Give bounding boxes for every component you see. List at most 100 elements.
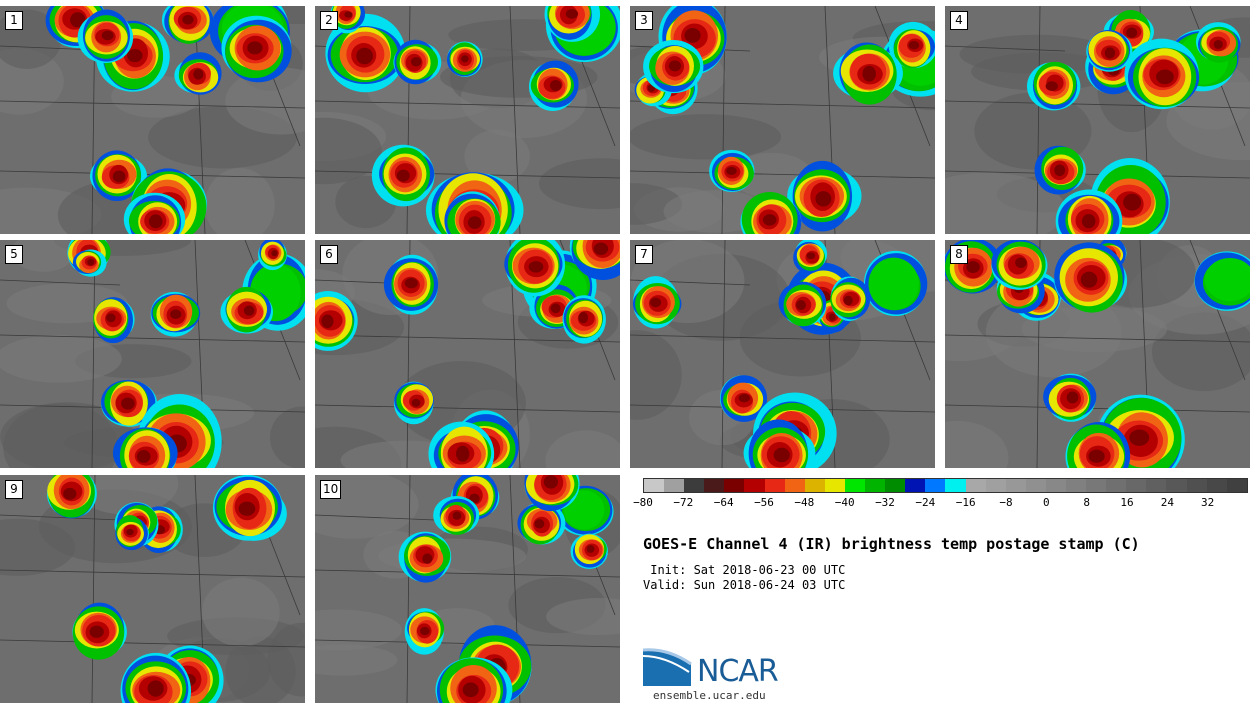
colorbar <box>643 478 1248 493</box>
cloud-top <box>321 314 334 329</box>
panel-label-6: 6 <box>320 245 338 264</box>
cloud-top <box>411 398 421 407</box>
cloud-top <box>121 397 135 410</box>
colorbar-tick-label: 16 <box>1120 496 1134 509</box>
panel-10: 10 <box>315 475 620 703</box>
colorbar-cell <box>804 479 825 492</box>
colorbar-cell <box>1146 479 1167 492</box>
colorbar-cell <box>1186 479 1207 492</box>
colorbar-cell <box>1226 479 1247 492</box>
state-border <box>0 639 305 648</box>
cloud-top <box>684 27 701 43</box>
cloud-top <box>762 214 777 226</box>
cloud-top <box>1156 69 1174 85</box>
cloud-top <box>1213 39 1223 49</box>
map-texture <box>630 330 682 420</box>
colorbar-cell <box>1086 479 1107 492</box>
colorbar-tick-label: −48 <box>794 496 815 509</box>
cloud-top <box>593 242 609 256</box>
cloud-top <box>455 445 470 462</box>
map-texture <box>464 129 530 184</box>
panel-label-7: 7 <box>635 245 653 264</box>
site-url: ensemble.ucar.edu <box>653 689 766 702</box>
colorbar-cell <box>704 479 725 492</box>
cloud-top <box>862 65 876 82</box>
map-texture <box>72 475 179 515</box>
colorbar-tick-label: −24 <box>915 496 936 509</box>
cloud-top <box>1204 258 1250 302</box>
panel-7: 7 <box>630 240 935 468</box>
cloud-top <box>271 250 278 257</box>
cloud-top <box>467 216 482 229</box>
panel-2: 2 <box>315 6 620 234</box>
colorbar-tick-label: −40 <box>834 496 855 509</box>
ir-map-2 <box>315 6 620 234</box>
map-texture <box>538 158 620 210</box>
cloud-top <box>106 313 116 323</box>
colorbar-cell <box>664 479 685 492</box>
cloud-top <box>396 169 410 182</box>
ir-map-10 <box>315 475 620 703</box>
colorbar-cell <box>985 479 1006 492</box>
cloud-top <box>565 9 579 19</box>
figure-title: GOES-E Channel 4 (IR) brightness temp po… <box>643 535 1140 553</box>
colorbar-cell <box>1166 479 1187 492</box>
state-border <box>315 514 436 521</box>
colorbar-tick-label: 32 <box>1201 496 1215 509</box>
state-border <box>0 514 121 521</box>
cloud-top <box>101 30 114 41</box>
cloud-top <box>738 393 750 403</box>
map-texture <box>945 420 1009 468</box>
map-texture <box>0 335 122 383</box>
cloud-top <box>420 626 430 636</box>
cloud-top <box>843 295 853 306</box>
state-border <box>630 170 935 179</box>
colorbar-cell <box>1206 479 1227 492</box>
valid-time: Valid: Sun 2018-06-24 03 UTC <box>643 578 846 592</box>
ir-map-1 <box>0 6 305 234</box>
ncar-wordmark: NCAR <box>697 654 779 689</box>
ir-map-7 <box>630 240 935 468</box>
state-border <box>945 404 1250 413</box>
colorbar-cell <box>684 479 705 492</box>
cloud-top <box>796 300 806 311</box>
state-border <box>315 569 620 578</box>
state-border <box>0 100 305 109</box>
cloud-top <box>422 553 433 564</box>
cloud-top <box>550 303 561 314</box>
state-border <box>945 170 1250 179</box>
colorbar-tick-label: −32 <box>875 496 895 509</box>
state-border <box>315 100 620 109</box>
colorbar-cell <box>744 479 765 492</box>
cloud-top <box>534 519 545 529</box>
state-border <box>945 100 1250 109</box>
cloud-top <box>193 68 204 80</box>
cloud-top <box>1126 27 1138 38</box>
map-texture <box>1166 81 1250 161</box>
cloud-top <box>127 48 143 63</box>
cloud-top <box>112 170 126 183</box>
cloud-top <box>1015 257 1027 268</box>
colorbar-cell <box>844 479 866 492</box>
colorbar-cell <box>764 479 785 492</box>
state-border <box>945 45 1066 52</box>
cloud-top <box>815 191 832 207</box>
map-texture <box>315 644 398 676</box>
panel-3: 3 <box>630 6 935 234</box>
panel-5: 5 <box>0 240 305 468</box>
cloud-top <box>1081 214 1096 229</box>
panel-label-2: 2 <box>320 11 338 30</box>
panel-6: 6 <box>315 240 620 468</box>
colorbar-cell <box>885 479 906 492</box>
ir-map-3 <box>630 6 935 234</box>
panel-label-10: 10 <box>320 480 342 499</box>
cloud-top <box>170 309 182 319</box>
cloud-top <box>828 313 836 321</box>
map-texture <box>545 430 620 468</box>
state-border <box>0 279 121 286</box>
panel-label-5: 5 <box>5 245 23 264</box>
cloud-top <box>1088 449 1105 463</box>
map-texture <box>315 117 382 185</box>
colorbar-tick-label: 8 <box>1083 496 1090 509</box>
cloud-top <box>528 261 544 273</box>
